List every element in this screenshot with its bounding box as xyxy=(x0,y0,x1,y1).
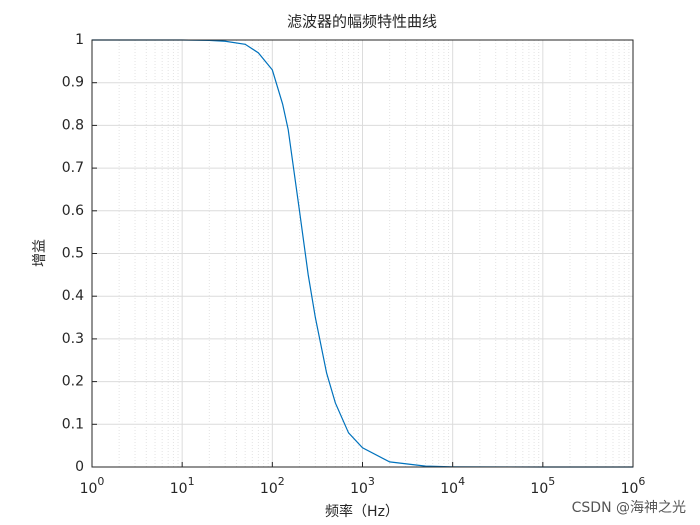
x-tick-exponent: 6 xyxy=(638,475,645,488)
x-tick-base: 10 xyxy=(530,481,548,497)
y-tick-label: 0 xyxy=(75,459,84,475)
y-tick-label: 0.3 xyxy=(62,331,84,347)
x-tick-exponent: 0 xyxy=(97,475,104,488)
y-tick-label: 0.2 xyxy=(62,374,84,390)
x-tick-label: 104 xyxy=(440,475,465,497)
x-tick-base: 10 xyxy=(170,481,188,497)
y-tick-label: 0.8 xyxy=(62,117,84,133)
x-tick-label: 103 xyxy=(350,475,375,497)
x-tick-exponent: 3 xyxy=(368,475,375,488)
x-tick-base: 10 xyxy=(440,481,458,497)
y-axis-label: 增益 xyxy=(32,239,48,267)
x-tick-label: 105 xyxy=(530,475,555,497)
y-tick-label: 0.6 xyxy=(62,203,84,219)
y-tick-label: 0.7 xyxy=(62,160,84,176)
chart-title: 滤波器的幅频特性曲线 xyxy=(287,13,437,31)
y-tick-label: 0.1 xyxy=(62,416,84,432)
y-tick-label: 0.5 xyxy=(62,246,84,262)
watermark: CSDN @海神之光 xyxy=(572,500,686,516)
x-tick-base: 10 xyxy=(80,481,98,497)
x-tick-base: 10 xyxy=(350,481,368,497)
x-tick-exponent: 4 xyxy=(458,475,465,488)
y-tick-label: 0.4 xyxy=(62,288,84,304)
x-tick-label: 102 xyxy=(260,475,285,497)
x-tick-base: 10 xyxy=(621,481,639,497)
x-tick-exponent: 5 xyxy=(548,475,555,488)
data-line xyxy=(92,39,633,468)
x-tick-label: 106 xyxy=(621,475,646,497)
x-tick-exponent: 2 xyxy=(278,475,285,488)
x-tick-label: 100 xyxy=(80,475,105,497)
y-tick-label: 1 xyxy=(75,32,84,48)
x-tick-exponent: 1 xyxy=(188,475,195,488)
x-tick-label: 101 xyxy=(170,475,195,497)
x-axis-label: 频率（Hz） xyxy=(325,503,399,520)
x-tick-base: 10 xyxy=(260,481,278,497)
y-tick-label: 0.9 xyxy=(62,75,84,91)
